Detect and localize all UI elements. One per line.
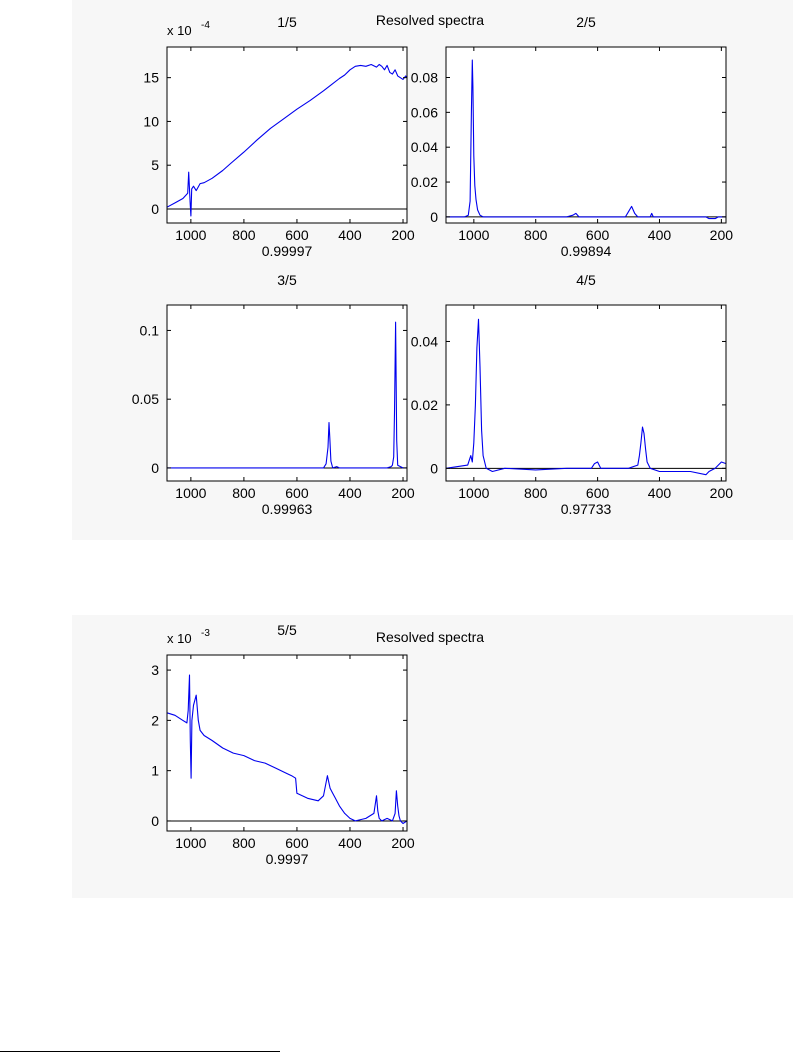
spectrum-line bbox=[167, 321, 407, 469]
figure-title: Resolved spectra bbox=[376, 12, 484, 28]
y-tick-label: 3 bbox=[151, 662, 159, 678]
y-tick-label: 0 bbox=[151, 201, 159, 217]
plot-area bbox=[167, 655, 407, 831]
subplot-4: 1000 800 600 400 200 0 0.02 0.04 4/5 0.97733 bbox=[411, 272, 734, 517]
y-tick-label: 0.06 bbox=[411, 104, 438, 120]
axes-frame bbox=[166, 46, 408, 224]
x-tick-label: 800 bbox=[232, 485, 256, 501]
y-tick-label: 0.02 bbox=[411, 397, 438, 413]
x-tick-label: 400 bbox=[338, 227, 362, 243]
subplot-title: 4/5 bbox=[576, 272, 596, 288]
x-tick-label: 400 bbox=[648, 227, 672, 243]
y-tick-label: 0.02 bbox=[411, 174, 438, 190]
y-tick-label: 0.04 bbox=[411, 333, 438, 349]
x-tick-label: 600 bbox=[285, 485, 309, 501]
spectrum-line bbox=[166, 674, 408, 825]
x-tick-label: 1000 bbox=[175, 485, 206, 501]
subplot-title: 2/5 bbox=[576, 14, 596, 30]
y-tick-label: 2 bbox=[151, 712, 159, 728]
axis-exponent: x 10 bbox=[167, 23, 192, 38]
x-tick-label: 200 bbox=[710, 227, 734, 243]
x-tick-label: 800 bbox=[524, 227, 548, 243]
x-tick-label: 600 bbox=[285, 835, 309, 851]
subplot-2: 1000 800 600 400 200 0 0.02 0.04 0.06 0.08 2/5 0.99… bbox=[411, 14, 734, 259]
subplot-title: 3/5 bbox=[277, 272, 297, 288]
x-tick-label: 1000 bbox=[175, 835, 206, 851]
figure-bottom-canvas: Resolved spectra 1000 800 600 400 200 0 1 2 3 5/5… bbox=[151, 622, 484, 867]
x-tick-label: 1000 bbox=[175, 227, 206, 243]
subplot-3: 1000 800 600 400 200 0 0.05 0.1 3/5 0.99963 bbox=[132, 272, 415, 517]
y-tick-label: 0 bbox=[430, 209, 438, 225]
x-tick-label: 200 bbox=[391, 227, 415, 243]
y-tick-label: 0.04 bbox=[411, 139, 438, 155]
y-tick-label: 15 bbox=[143, 70, 159, 86]
x-tick-label: 600 bbox=[586, 227, 610, 243]
spectrum-line bbox=[166, 63, 408, 217]
y-tick-label: 0.1 bbox=[140, 322, 160, 338]
x-axis-label: 0.9997 bbox=[266, 851, 309, 867]
axes-frame bbox=[445, 304, 727, 482]
x-tick-label: 600 bbox=[586, 485, 610, 501]
y-tick-label: 0.05 bbox=[132, 391, 159, 407]
y-tick-label: 1 bbox=[151, 763, 159, 779]
subplot-title: 1/5 bbox=[277, 14, 297, 30]
x-axis-label: 0.99963 bbox=[262, 501, 313, 517]
x-tick-label: 800 bbox=[232, 227, 256, 243]
x-axis-label: 0.99997 bbox=[262, 243, 313, 259]
x-tick-label: 200 bbox=[391, 835, 415, 851]
x-tick-label: 1000 bbox=[458, 227, 489, 243]
axes-frame bbox=[445, 46, 727, 224]
x-tick-label: 800 bbox=[232, 835, 256, 851]
y-tick-label: 5 bbox=[151, 157, 159, 173]
axes-frame bbox=[166, 654, 408, 832]
figure-panel-bottom: Resolved spectra 1000 800 600 400 200 0 1 2 3 5/5… bbox=[72, 615, 793, 898]
plot-area bbox=[167, 305, 407, 481]
axis-exponent: x 10 bbox=[167, 631, 192, 646]
y-tick-label: 0.08 bbox=[411, 69, 438, 85]
y-tick-label: 0 bbox=[430, 460, 438, 476]
x-tick-label: 600 bbox=[285, 227, 309, 243]
subplot-title: 5/5 bbox=[277, 622, 297, 638]
y-tick-label: 0 bbox=[151, 460, 159, 476]
axis-exponent-power: -3 bbox=[201, 628, 210, 639]
spectrum-line bbox=[445, 318, 727, 476]
subplot-5: 1000 800 600 400 200 0 1 2 3 5/5 0.9997 x 10 -3 bbox=[151, 622, 415, 867]
x-axis-label: 0.97733 bbox=[561, 501, 612, 517]
x-tick-label: 400 bbox=[648, 485, 672, 501]
x-tick-label: 800 bbox=[524, 485, 548, 501]
spectrum-line bbox=[446, 59, 726, 220]
footnote-rule bbox=[0, 1051, 280, 1052]
plot-area bbox=[167, 47, 407, 223]
figure-panel-top: Resolved spectra 1000 800 600 400 200 0 5 10 15 1… bbox=[72, 0, 793, 540]
y-tick-label: 10 bbox=[143, 113, 159, 129]
figure-title: Resolved spectra bbox=[376, 629, 484, 645]
x-tick-label: 1000 bbox=[458, 485, 489, 501]
x-axis-label: 0.99894 bbox=[561, 243, 612, 259]
plot-area bbox=[446, 305, 726, 481]
x-tick-label: 200 bbox=[710, 485, 734, 501]
x-tick-label: 200 bbox=[391, 485, 415, 501]
axes-frame bbox=[166, 304, 408, 482]
subplot-1: 1000 800 600 400 200 0 5 10 15 1/5 0.99997 x 10 -4 bbox=[143, 14, 414, 259]
y-tick-label: 0 bbox=[151, 813, 159, 829]
axis-exponent-power: -4 bbox=[201, 20, 210, 31]
x-tick-label: 400 bbox=[338, 835, 362, 851]
x-tick-label: 400 bbox=[338, 485, 362, 501]
figure-top-canvas: Resolved spectra 1000 800 600 400 2000510151… bbox=[132, 12, 734, 517]
plot-area bbox=[446, 47, 726, 223]
